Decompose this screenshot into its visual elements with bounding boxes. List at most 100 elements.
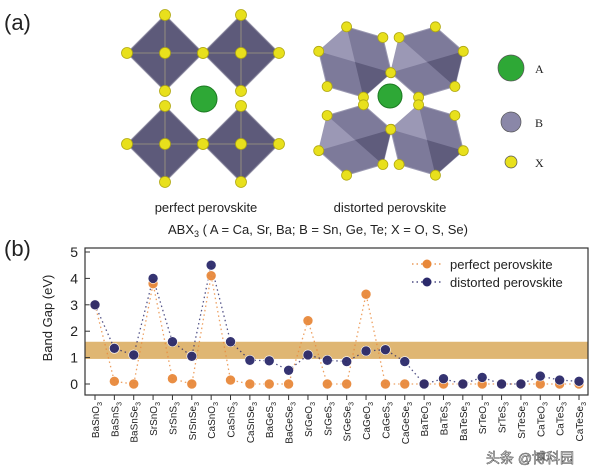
- data-point: [186, 350, 198, 362]
- x-atom: [159, 138, 171, 150]
- legend-marker: [422, 259, 432, 269]
- distorted-caption: distorted perovskite: [334, 200, 447, 215]
- x-tick-label: BaTeO3: [420, 402, 433, 437]
- x-atom: [159, 100, 171, 112]
- x-tick-label: SrSnS3: [168, 402, 181, 435]
- x-atom: [449, 81, 461, 92]
- x-tick-label: SrSnSe3: [188, 402, 201, 440]
- data-point: [283, 378, 294, 390]
- x-atom: [197, 47, 209, 59]
- data-point: [244, 354, 256, 366]
- x-tick-label: CaTeSe3: [575, 402, 588, 442]
- x-atom: [273, 138, 285, 150]
- x-atom: [430, 21, 441, 33]
- data-point: [205, 270, 217, 282]
- octahedron-face: [355, 62, 392, 98]
- x-tick-label: BaSnO3: [91, 402, 104, 438]
- legend-marker: [422, 277, 432, 287]
- x-atom: [341, 21, 352, 33]
- x-atom: [235, 138, 247, 150]
- data-point: [399, 356, 411, 367]
- data-point: [418, 378, 430, 390]
- band-gap-chart: 0 1 2 3 4 5 BaSnO3 BaSnS3 BaSnSe3 SrSnO3 SrSnS3 SrS…: [70, 244, 589, 444]
- data-point: [554, 374, 565, 386]
- x-atom: [159, 85, 171, 97]
- x-tick-label: BaTeS3: [439, 402, 452, 435]
- data-point: [457, 378, 469, 390]
- x-tick-label: CaSnS3: [227, 402, 240, 438]
- panel-a-label: (a): [4, 10, 31, 35]
- data-point: [244, 378, 256, 390]
- x-tick-label: CaGeSe3: [401, 402, 414, 444]
- x-atom: [385, 67, 397, 79]
- data-point: [167, 336, 178, 348]
- data-point: [438, 373, 449, 385]
- x-atom: [393, 159, 405, 170]
- legend-label: distorted perovskite: [450, 275, 563, 290]
- x-atom: [197, 138, 209, 150]
- x-tick-label: CaSnSe3: [246, 402, 259, 443]
- highlight-band: [85, 341, 588, 359]
- data-point: [496, 378, 507, 390]
- data-point: [109, 376, 120, 387]
- x-atom: [377, 32, 389, 43]
- y-tick-label: 0: [70, 376, 78, 392]
- data-point: [283, 364, 294, 376]
- x-tick-label: SrTeSe3: [517, 402, 530, 439]
- x-atom: [413, 99, 424, 111]
- x-tick-label: BaGeS3: [265, 402, 278, 438]
- octahedron-face: [427, 140, 464, 176]
- legend-atom-label: A: [535, 62, 544, 76]
- plot-frame: [84, 247, 589, 396]
- series-line-0: [94, 275, 579, 385]
- data-point: [534, 370, 546, 382]
- x-atom: [457, 45, 469, 57]
- data-point: [573, 376, 585, 387]
- x-atom: [121, 47, 133, 59]
- x-tick-label: SrGeS3: [323, 402, 336, 436]
- x-atom: [235, 47, 247, 59]
- legend-label: perfect perovskite: [450, 257, 553, 272]
- x-tick-label: CaSnO3: [207, 402, 220, 439]
- watermark: 头条 @博科园: [486, 450, 574, 466]
- x-atom: [377, 159, 389, 170]
- x-atom: [235, 176, 247, 188]
- x-atom: [159, 47, 171, 59]
- a-atom: [190, 85, 218, 113]
- data-point: [205, 259, 217, 271]
- data-point: [225, 374, 236, 386]
- x-tick-label: CaGeS3: [381, 402, 394, 439]
- data-point: [399, 378, 411, 390]
- octahedron-face: [427, 51, 464, 87]
- x-atom: [393, 32, 405, 43]
- x-atom: [385, 123, 397, 135]
- perfect-perovskite-structure: [121, 9, 285, 188]
- y-tick-label: 3: [70, 297, 78, 313]
- x-tick-label: CaTeS3: [556, 402, 569, 436]
- panel-b-label: (b): [4, 236, 31, 261]
- data-point: [89, 299, 101, 311]
- x-atom: [321, 81, 333, 92]
- x-tick-label: BaGeSe3: [285, 402, 298, 444]
- data-point: [360, 288, 372, 300]
- data-point: [515, 378, 527, 390]
- x-atom: [313, 45, 325, 57]
- y-axis-label: Band Gap (eV): [40, 275, 55, 362]
- data-point: [128, 349, 140, 361]
- x-atom: [273, 47, 285, 59]
- x-atom: [159, 9, 171, 21]
- data-point: [302, 315, 314, 326]
- data-point: [225, 336, 236, 348]
- data-point: [263, 355, 275, 367]
- x-tick-label: CaGeO3: [362, 402, 375, 440]
- x-tick-label: SrTeS3: [498, 402, 511, 433]
- octahedron-face: [318, 115, 355, 151]
- x-atom: [159, 176, 171, 188]
- x-atom: [321, 110, 333, 121]
- y-tick-label: 4: [70, 270, 78, 286]
- x-atom: [235, 9, 247, 21]
- x-tick-label: BaSnS3: [110, 402, 123, 437]
- data-point: [147, 273, 159, 284]
- x-tick-label: BaTeSe3: [459, 402, 472, 441]
